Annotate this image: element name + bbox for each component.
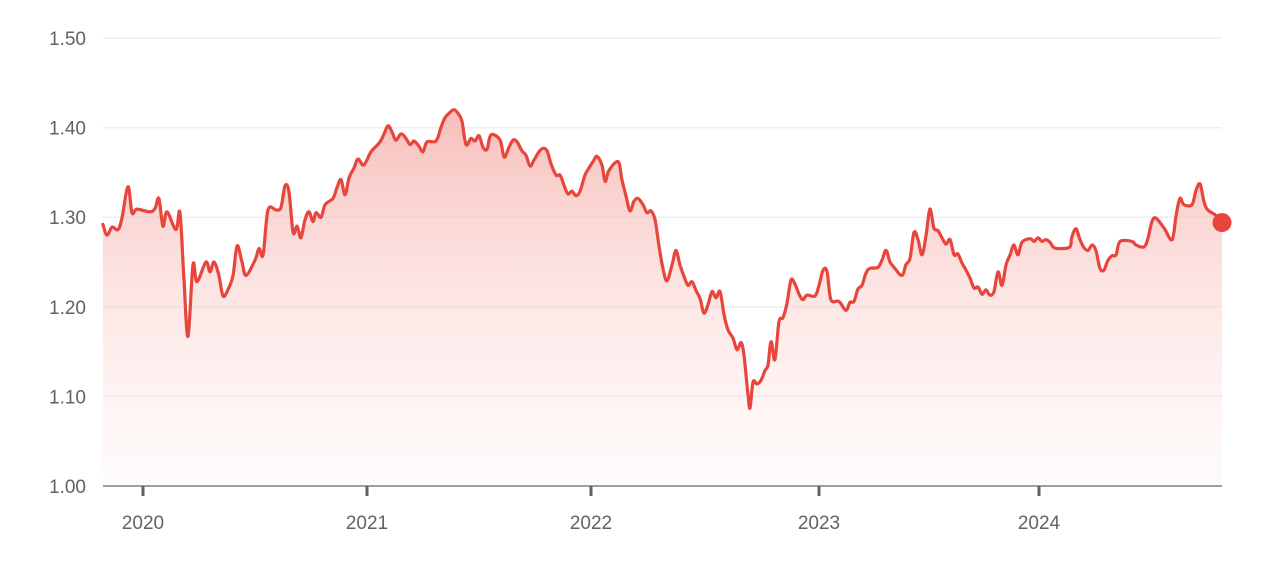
y-tick-label: 1.00 [49, 477, 86, 498]
x-tick-label: 2022 [570, 513, 612, 534]
y-tick-label: 1.40 [49, 119, 86, 140]
x-tick-label: 2021 [346, 513, 388, 534]
x-tick-label: 2023 [798, 513, 840, 534]
y-tick-label: 1.10 [49, 387, 86, 408]
series-line [101, 108, 1224, 410]
y-tick-label: 1.30 [49, 208, 86, 229]
x-axis: 2020 2021 2022 2023 2024 [122, 486, 1061, 534]
last-value-marker[interactable] [1212, 213, 1232, 233]
y-tick-label: 1.20 [49, 298, 86, 319]
x-tick-label: 2020 [122, 513, 164, 534]
y-tick-label: 1.50 [49, 29, 86, 50]
y-axis: 1.00 1.10 1.20 1.30 1.40 1.50 [49, 29, 86, 498]
area-fill [102, 109, 1222, 486]
x-tick-label: 2024 [1018, 513, 1061, 534]
